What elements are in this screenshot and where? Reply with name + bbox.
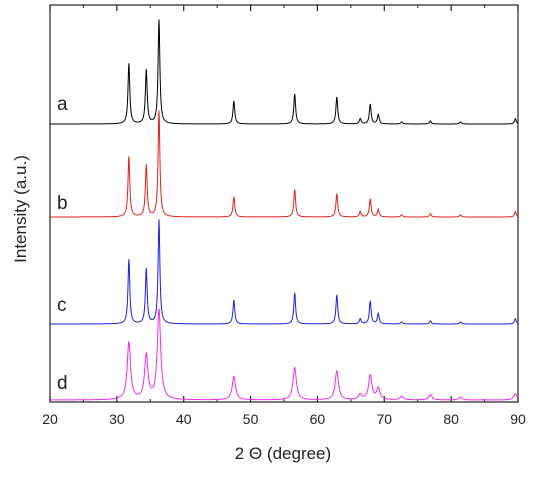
series-a-label: a (57, 94, 68, 115)
x-tick-label: 90 (510, 411, 526, 427)
x-tick-label: 60 (310, 411, 326, 427)
x-axis-title: 2 Θ (degree) (235, 444, 331, 463)
series-c-label: c (57, 295, 67, 316)
series-b: b (50, 110, 519, 218)
plot-border (49, 4, 519, 403)
series-a: a (50, 19, 519, 125)
x-axis: 20 30 40 50 60 70 80 90 (42, 5, 526, 427)
x-tick-label: 70 (376, 411, 392, 427)
x-tick-label: 30 (109, 411, 125, 427)
series-c-line (50, 219, 519, 325)
x-tick-label: 20 (42, 411, 58, 427)
traces: a b c d (50, 19, 519, 401)
series-d-line (50, 308, 519, 401)
y-axis-title: Intensity (a.u.) (11, 155, 30, 263)
plot-frame (49, 4, 519, 403)
series-b-line (50, 110, 519, 218)
series-b-label: b (57, 193, 68, 214)
series-d: d (50, 308, 519, 401)
series-c: c (50, 219, 519, 325)
series-d-label: d (57, 373, 68, 394)
x-tick-label: 80 (443, 411, 459, 427)
x-tick-label: 50 (243, 411, 259, 427)
x-tick-label: 40 (176, 411, 192, 427)
series-a-line (50, 19, 519, 125)
